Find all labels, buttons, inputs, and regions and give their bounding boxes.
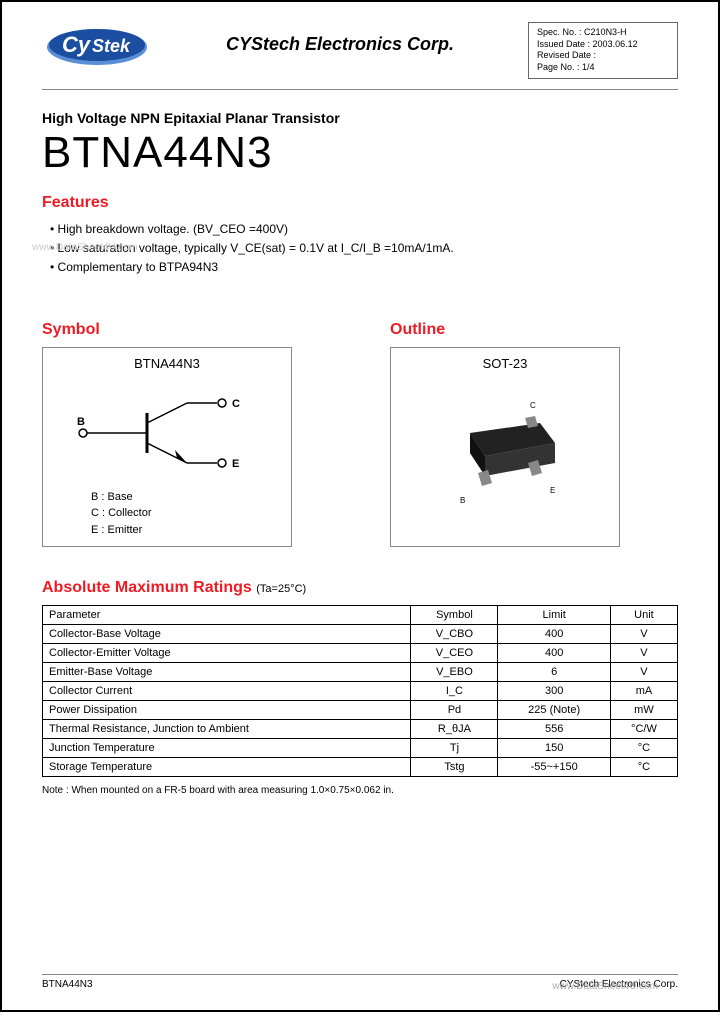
pin-legend: B : Base C : Collector E : Emitter (91, 489, 152, 539)
feature-item: Low saturation voltage, typically V_CE(s… (50, 239, 678, 258)
feature-item: High breakdown voltage. (BV_CEO =400V) (50, 220, 678, 239)
datasheet-page: Cy Stek CYStech Electronics Corp. Spec. … (0, 0, 720, 1012)
package-name: SOT-23 (483, 356, 528, 371)
subtitle: High Voltage NPN Epitaxial Planar Transi… (42, 110, 678, 126)
symbol-outline-row: Symbol BTNA44N3 B (42, 305, 678, 547)
table-row: Collector-Base VoltageV_CBO400V (43, 625, 678, 644)
svg-text:B: B (460, 496, 465, 505)
table-row: Storage TemperatureTstg-55~+150°C (43, 758, 678, 777)
svg-text:C: C (232, 398, 240, 410)
ratings-condition: (Ta=25°C) (256, 583, 306, 595)
table-row: Collector CurrentI_C300mA (43, 682, 678, 701)
features-heading: Features (42, 194, 678, 212)
svg-text:E: E (550, 486, 555, 495)
svg-text:Stek: Stek (92, 36, 131, 56)
part-number: BTNA44N3 (42, 128, 678, 178)
transistor-schematic: B C E (77, 377, 257, 489)
symbol-box: BTNA44N3 B C E (42, 347, 292, 547)
ratings-section: Absolute Maximum Ratings (Ta=25°C) (42, 579, 678, 597)
spec-box: Spec. No. : C210N3-H Issued Date : 2003.… (528, 22, 678, 79)
ratings-table: Parameter Symbol Limit Unit Collector-Ba… (42, 605, 678, 777)
footer-left: BTNA44N3 (42, 979, 93, 990)
logo: Cy Stek (42, 22, 152, 77)
svg-text:Cy: Cy (62, 32, 92, 57)
col-unit: Unit (610, 606, 677, 625)
outline-box: SOT-23 C B E (390, 347, 620, 547)
package-drawing: C B E (420, 377, 590, 538)
feature-item: Complementary to BTPA94N3 (50, 258, 678, 277)
table-row: Power DissipationPd225 (Note)mW (43, 701, 678, 720)
table-row: Junction TemperatureTj150°C (43, 739, 678, 758)
watermark-footer: www.DataSheet4U.com (552, 981, 658, 992)
table-row: Emitter-Base VoltageV_EBO6V (43, 663, 678, 682)
col-symbol: Symbol (411, 606, 498, 625)
col-parameter: Parameter (43, 606, 411, 625)
table-row: Thermal Resistance, Junction to AmbientR… (43, 720, 678, 739)
outline-heading: Outline (390, 321, 678, 339)
watermark: www.DataSheet4U.com (32, 242, 138, 253)
col-limit: Limit (498, 606, 610, 625)
table-header-row: Parameter Symbol Limit Unit (43, 606, 678, 625)
table-row: Collector-Emitter VoltageV_CEO400V (43, 644, 678, 663)
ratings-heading: Absolute Maximum Ratings (42, 579, 252, 596)
svg-text:B: B (77, 416, 85, 428)
svg-text:E: E (232, 458, 239, 470)
company-name: CYStech Electronics Corp. (226, 34, 454, 55)
svg-text:C: C (530, 401, 536, 410)
header: Cy Stek CYStech Electronics Corp. Spec. … (42, 22, 678, 90)
features-list: High breakdown voltage. (BV_CEO =400V) L… (50, 220, 678, 278)
symbol-part: BTNA44N3 (134, 356, 200, 371)
ratings-note: Note : When mounted on a FR-5 board with… (42, 785, 678, 796)
symbol-heading: Symbol (42, 321, 330, 339)
